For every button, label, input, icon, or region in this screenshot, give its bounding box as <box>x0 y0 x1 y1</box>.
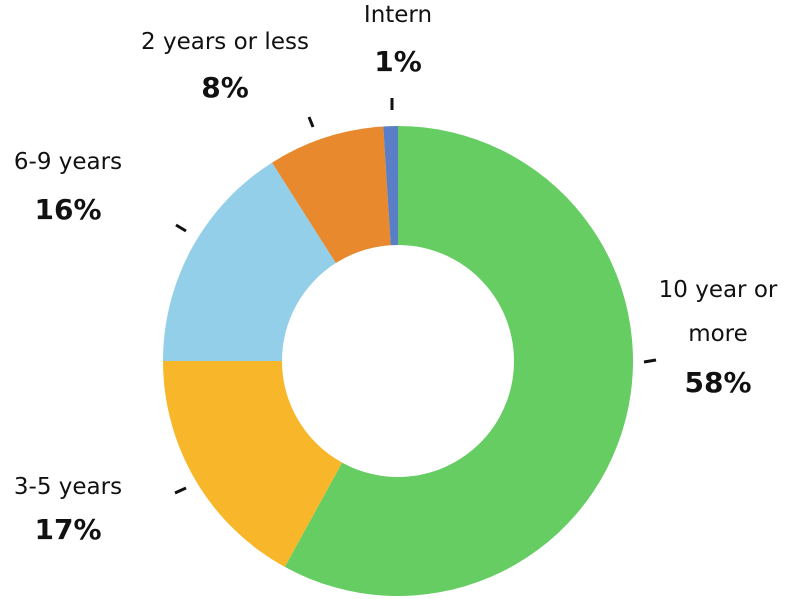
category-label: 2 years or less <box>141 29 309 55</box>
donut-segment <box>272 126 391 264</box>
leader-ticks <box>174 98 657 495</box>
value-label: 58% <box>684 366 752 399</box>
category-label: 10 year or more <box>658 277 778 347</box>
category-label: 6-9 years <box>13 149 123 175</box>
donut-segment <box>163 162 336 361</box>
donut-segment <box>383 126 398 246</box>
leader-tick <box>174 486 187 495</box>
category-label: Intern <box>363 2 433 28</box>
value-label: 8% <box>201 71 249 104</box>
donut-segment <box>284 126 634 596</box>
leader-tick <box>643 358 657 364</box>
leader-tick <box>175 223 187 233</box>
leader-tick <box>307 116 315 128</box>
value-label: 17% <box>34 513 102 546</box>
value-label: 1% <box>374 45 422 78</box>
donut-segment <box>163 361 343 567</box>
category-label: 3-5 years <box>13 474 123 500</box>
value-label: 16% <box>34 193 102 226</box>
